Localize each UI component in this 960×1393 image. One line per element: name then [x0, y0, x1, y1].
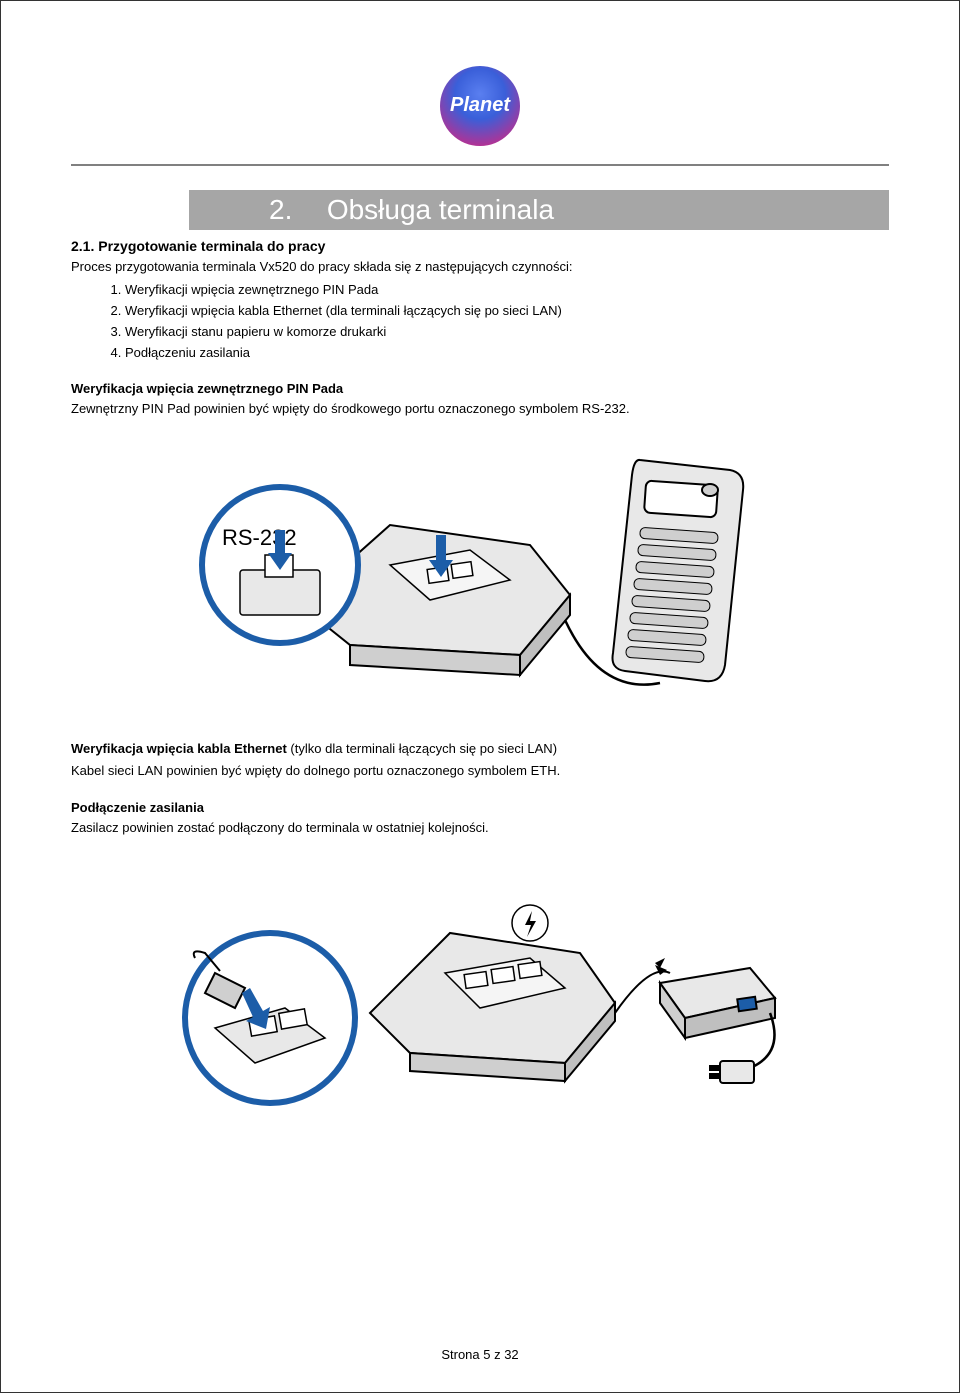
list-item: Weryfikacji wpięcia kabla Ethernet (dla …	[125, 301, 889, 322]
subsection-title: 2.1. Przygotowanie terminala do pracy	[71, 238, 889, 254]
callout-label: RS-232	[222, 525, 297, 550]
figure-power	[71, 853, 889, 1118]
block2-heading-rest: (tylko dla terminali łączących się po si…	[287, 741, 557, 756]
planet-logo: Planet	[435, 61, 525, 151]
list-item: Weryfikacji stanu papieru w komorze druk…	[125, 322, 889, 343]
document-page: Planet 2. Obsługa terminala 2.1. Przygot…	[0, 0, 960, 1393]
block2-heading-bold: Weryfikacja wpięcia kabla Ethernet	[71, 741, 287, 756]
page-footer: Strona 5 z 32	[1, 1347, 959, 1362]
block1-text: Zewnętrzny PIN Pad powinien być wpięty d…	[71, 400, 889, 418]
block3-text: Zasilacz powinien zostać podłączony do t…	[71, 819, 889, 837]
logo-container: Planet	[71, 61, 889, 156]
steps-list: Weryfikacji wpięcia zewnętrznego PIN Pad…	[71, 280, 889, 363]
section-number: 2.	[269, 194, 292, 225]
rs232-illustration: RS-232	[170, 435, 790, 715]
header-divider	[71, 164, 889, 166]
block2-heading-line: Weryfikacja wpięcia kabla Ethernet (tylk…	[71, 740, 889, 758]
block1-heading: Weryfikacja wpięcia zewnętrznego PIN Pad…	[71, 381, 889, 396]
section-title: Obsługa terminala	[327, 194, 554, 225]
intro-text: Proces przygotowania terminala Vx520 do …	[71, 258, 889, 276]
block3-heading: Podłączenie zasilania	[71, 800, 889, 815]
list-item: Podłączeniu zasilania	[125, 343, 889, 364]
power-illustration	[160, 853, 800, 1113]
block2-text: Kabel sieci LAN powinien być wpięty do d…	[71, 762, 889, 780]
list-item: Weryfikacji wpięcia zewnętrznego PIN Pad…	[125, 280, 889, 301]
section-title-bar: 2. Obsługa terminala	[189, 190, 889, 230]
logo-text: Planet	[450, 94, 511, 116]
figure-rs232: RS-232	[71, 435, 889, 720]
